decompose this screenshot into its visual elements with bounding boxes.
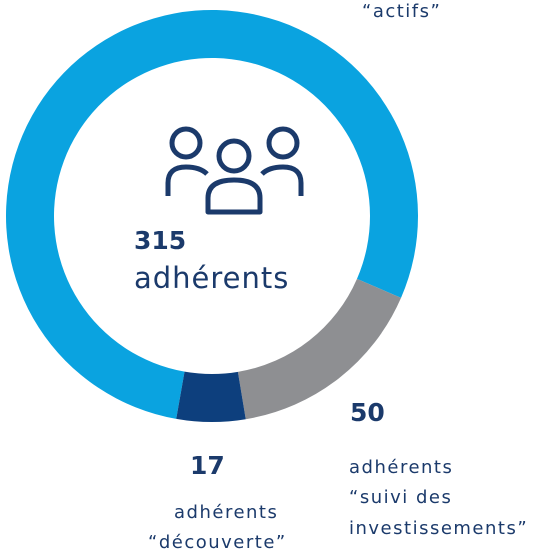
donut-segment bbox=[237, 278, 402, 420]
center-label: adhérents bbox=[134, 261, 289, 295]
segment-label: “actifs” bbox=[362, 1, 441, 22]
segment-label: “découverte” bbox=[148, 532, 287, 553]
donut-segment bbox=[176, 371, 246, 423]
people-icon bbox=[165, 126, 304, 215]
segment-value: 17 bbox=[190, 451, 225, 480]
center-value: 315 bbox=[134, 226, 186, 255]
segment-unit: adhérents bbox=[349, 457, 453, 478]
segment-value: 50 bbox=[350, 398, 385, 427]
segment-label: investissements” bbox=[349, 518, 528, 539]
segment-unit: adhérents bbox=[174, 502, 278, 523]
segment-label: “suivi des bbox=[349, 487, 452, 508]
